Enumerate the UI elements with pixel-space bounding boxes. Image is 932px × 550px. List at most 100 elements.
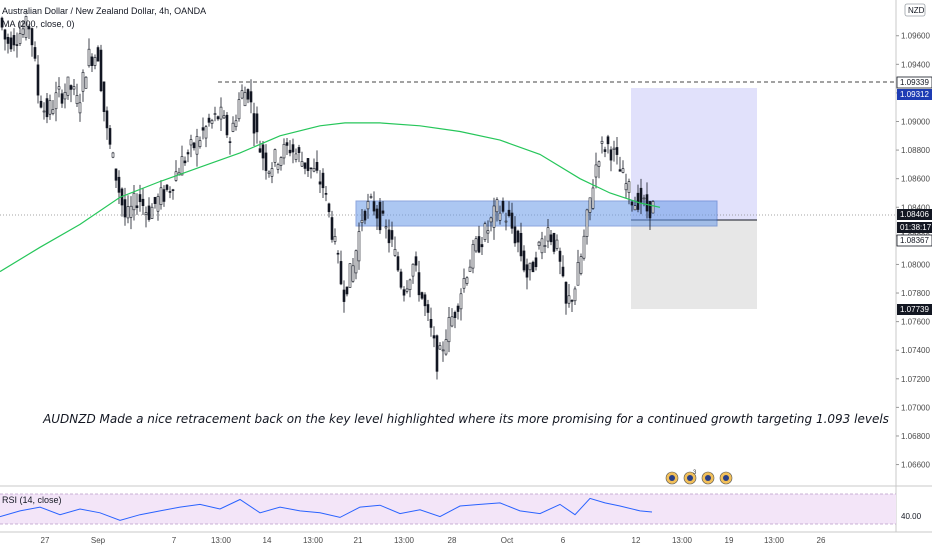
candle-body bbox=[81, 72, 85, 92]
candle-body bbox=[246, 89, 250, 100]
candle-body bbox=[234, 120, 238, 127]
candle-body bbox=[279, 157, 283, 166]
y-tick-label: 1.09400 bbox=[901, 60, 930, 69]
candle-body bbox=[348, 263, 352, 288]
candle-body bbox=[432, 335, 436, 339]
candle-body bbox=[606, 136, 610, 145]
candle-body bbox=[264, 152, 268, 171]
y-tick-label: 1.07000 bbox=[901, 403, 930, 412]
candle-body bbox=[420, 292, 424, 299]
candle-body bbox=[390, 230, 394, 240]
candle-body bbox=[474, 238, 478, 252]
candle-body bbox=[588, 197, 592, 213]
candle-body bbox=[483, 223, 487, 240]
candle-body bbox=[0, 17, 4, 28]
candle-body bbox=[528, 262, 532, 271]
candle-body bbox=[462, 278, 466, 289]
candle-body bbox=[429, 318, 433, 328]
candle-body bbox=[132, 192, 136, 211]
candle-body bbox=[276, 164, 280, 170]
candle-body bbox=[255, 113, 259, 133]
title-backdrop bbox=[0, 5, 120, 16]
candle-body bbox=[249, 91, 253, 103]
candle-body bbox=[141, 198, 145, 206]
candle-body bbox=[576, 262, 580, 286]
candle-body bbox=[108, 128, 112, 145]
currency-button-label: NZD bbox=[908, 6, 925, 15]
candle-body bbox=[540, 238, 544, 254]
key-level-zone[interactable] bbox=[355, 200, 718, 227]
candle-body bbox=[600, 140, 604, 144]
candle-body bbox=[198, 140, 202, 147]
candle-body bbox=[225, 114, 229, 136]
candle-body bbox=[384, 226, 388, 229]
candle-body bbox=[504, 220, 508, 223]
candle-body bbox=[378, 201, 382, 231]
candle-body bbox=[180, 156, 184, 176]
candle-body bbox=[564, 281, 568, 304]
x-tick-label: 28 bbox=[448, 536, 457, 545]
candle-body bbox=[477, 236, 481, 253]
candle-body bbox=[573, 288, 577, 302]
candle-body bbox=[552, 232, 556, 252]
candle-body bbox=[468, 266, 472, 272]
candle-body bbox=[183, 160, 187, 164]
candle-body bbox=[273, 149, 277, 163]
candle-body bbox=[465, 277, 469, 284]
time-axis[interactable]: 27 Sep 7 13:00 14 13:00 21 13:00 28 Oct 6 12 13:00 19… bbox=[41, 536, 826, 545]
candle-body bbox=[84, 76, 88, 89]
chart-annotation: AUDNZD Made a nice retracement back on t… bbox=[42, 412, 889, 426]
candle-body bbox=[555, 239, 559, 249]
candle-body bbox=[18, 33, 22, 44]
stop-tag bbox=[897, 304, 932, 315]
candle-body bbox=[252, 113, 256, 134]
candle-body bbox=[519, 232, 523, 257]
candle-body bbox=[294, 153, 298, 160]
candle-body bbox=[42, 110, 46, 113]
candle-body bbox=[342, 289, 346, 302]
ma-tag-text: 1.08367 bbox=[900, 236, 929, 245]
candle-body bbox=[459, 293, 463, 310]
candle-body bbox=[591, 187, 595, 209]
y-tick-label: 1.08800 bbox=[901, 146, 930, 155]
currency-button[interactable] bbox=[904, 3, 926, 17]
candle-body bbox=[387, 229, 391, 244]
candle-body bbox=[216, 116, 220, 120]
candle-body bbox=[357, 231, 361, 262]
user-avatar-icon-inner bbox=[669, 475, 675, 481]
candle-body bbox=[3, 29, 7, 40]
candle-body bbox=[105, 110, 109, 129]
y-tick-label: 1.08000 bbox=[901, 260, 930, 269]
y-tick-label: 1.08400 bbox=[901, 203, 930, 212]
candle-body bbox=[621, 168, 625, 173]
user-avatar-icon-inner bbox=[705, 475, 711, 481]
ma-tag bbox=[896, 234, 932, 247]
candle-body bbox=[642, 197, 646, 200]
candle-body bbox=[423, 294, 427, 307]
candle-body bbox=[507, 209, 511, 217]
stop-zone[interactable] bbox=[631, 220, 757, 309]
candle-body bbox=[624, 183, 628, 191]
candle-body bbox=[237, 99, 241, 120]
candle-body bbox=[306, 158, 310, 171]
candle-body bbox=[636, 192, 640, 210]
candle-body bbox=[639, 187, 643, 203]
candle-body bbox=[393, 248, 397, 256]
candle-body bbox=[480, 244, 484, 248]
y-tick-label: 1.09600 bbox=[901, 32, 930, 41]
candle-body bbox=[186, 152, 190, 155]
candle-body bbox=[438, 345, 442, 350]
target-zone[interactable] bbox=[631, 88, 757, 220]
candle-body bbox=[267, 171, 271, 174]
candle-body bbox=[231, 122, 235, 132]
candle-body bbox=[630, 201, 634, 206]
candle-body bbox=[489, 217, 493, 223]
target-top-tag-text: 1.09339 bbox=[900, 78, 929, 87]
candle-body bbox=[297, 147, 301, 154]
candle-body bbox=[651, 201, 655, 214]
candle-body bbox=[408, 279, 412, 291]
candle-body bbox=[618, 169, 622, 172]
candle-body bbox=[453, 311, 457, 318]
